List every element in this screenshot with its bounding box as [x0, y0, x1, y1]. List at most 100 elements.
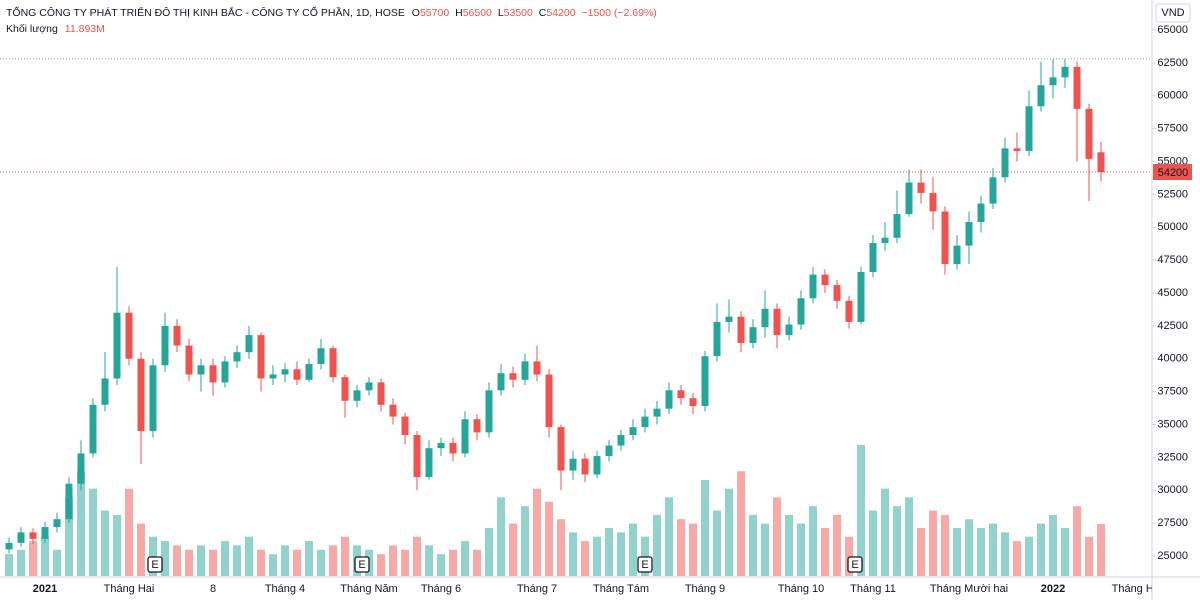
x-tick-label: Tháng 11	[850, 583, 896, 595]
volume-bar	[989, 523, 997, 576]
candle-body	[833, 285, 841, 301]
candle-body	[353, 390, 361, 401]
volume-bar	[797, 523, 805, 576]
volume-bar	[881, 488, 889, 576]
event-marker-box	[147, 556, 163, 573]
candle-body	[137, 358, 145, 432]
y-tick-label: 40000	[1157, 353, 1188, 365]
ohlc-label: L	[498, 7, 504, 19]
candle-body	[185, 345, 193, 375]
volume-bar	[5, 554, 13, 576]
candle-body	[401, 416, 409, 436]
volume-bar	[461, 541, 469, 576]
candle-body	[77, 453, 85, 484]
y-tick-label: 57500	[1157, 123, 1188, 135]
candle-body	[1085, 108, 1093, 159]
candle-body	[1061, 66, 1069, 78]
currency-box[interactable]	[1155, 3, 1191, 23]
x-tick-label: 2021	[33, 583, 57, 595]
volume-bar	[389, 545, 397, 576]
legend-header: TỔNG CÔNG TY PHÁT TRIỂN ĐÔ THỊ KINH BẮC …	[6, 6, 657, 19]
candle-body	[197, 365, 205, 375]
volume-bar	[101, 510, 109, 576]
candle-body	[737, 316, 745, 343]
candle-body	[17, 532, 25, 543]
volume-bar	[905, 497, 913, 576]
candle-body	[977, 203, 985, 222]
volume-bar	[1013, 541, 1021, 576]
candle-body	[377, 382, 385, 405]
candle-body	[545, 374, 553, 428]
volume-bar	[569, 532, 577, 576]
candle-body	[1097, 152, 1105, 173]
x-tick-label: Tháng Năm	[340, 583, 397, 595]
candle-body	[161, 325, 169, 366]
volume-bar	[557, 519, 565, 576]
y-tick-label: 50000	[1157, 221, 1188, 233]
volume-bar	[713, 510, 721, 576]
candle-body	[725, 316, 733, 322]
candle-body	[497, 373, 505, 391]
y-tick-label: 37500	[1157, 386, 1188, 398]
x-tick-label: Tháng Tám	[593, 583, 649, 595]
volume-bar	[629, 523, 637, 576]
volume-bar	[821, 527, 829, 576]
candle-body	[5, 542, 13, 550]
candle-body	[557, 427, 565, 471]
candle-body	[1013, 148, 1021, 151]
candle-body	[233, 352, 241, 362]
volume-bar	[329, 545, 337, 576]
candle-body	[101, 378, 109, 405]
volume-bar	[833, 514, 841, 576]
volume-bar	[701, 479, 709, 576]
volume-bar	[1097, 524, 1105, 576]
volume-bar	[29, 541, 37, 576]
volume-title: Khối lượng	[6, 23, 58, 35]
x-tick-label: Tháng 10	[778, 583, 824, 595]
currency[interactable]: VND	[1161, 7, 1184, 19]
volume-bar	[437, 554, 445, 576]
candle-body	[413, 435, 421, 478]
y-tick-label: 25000	[1157, 550, 1188, 562]
candle-body	[449, 442, 457, 454]
ohlc-label: O	[412, 7, 420, 19]
candle-body	[593, 456, 601, 475]
volume-bar	[161, 541, 169, 576]
volume-bar	[41, 536, 49, 576]
y-tick-label: 35000	[1157, 418, 1188, 430]
event-marker-box	[354, 556, 370, 573]
candle-body	[749, 327, 757, 343]
candle-body	[785, 324, 793, 336]
candle-body	[329, 348, 337, 378]
x-tick-label: Tháng 4	[265, 583, 305, 595]
y-tick-label: 32500	[1157, 451, 1188, 463]
volume-bar	[377, 554, 385, 576]
volume-bar	[449, 549, 457, 576]
volume-bar	[773, 497, 781, 576]
x-tick-label: Tháng Hai	[1112, 583, 1163, 595]
candle-body	[761, 308, 769, 328]
y-tick-label: 27500	[1157, 517, 1188, 529]
candle-body	[341, 377, 349, 401]
candle-body	[641, 416, 649, 428]
y-tick-label: 65000	[1157, 24, 1188, 36]
candle-body	[257, 335, 265, 379]
close-value: 54200	[546, 7, 575, 19]
candle-body	[209, 365, 217, 383]
volume-bar	[305, 541, 313, 576]
volume-bar	[149, 536, 157, 576]
event-marker: E	[641, 559, 648, 571]
volume-bar	[893, 506, 901, 576]
candle-body	[425, 448, 433, 478]
volume-bar	[413, 536, 421, 576]
candle-body	[53, 519, 61, 528]
x-tick-label: 2022	[1041, 583, 1065, 595]
volume-bar	[221, 541, 229, 576]
volume-bar	[545, 501, 553, 576]
volume-bar	[401, 549, 409, 576]
event-marker: E	[851, 559, 858, 571]
volume-bar	[857, 444, 865, 576]
event-marker-box	[847, 556, 863, 573]
x-tick-label: Tháng Hai	[104, 583, 155, 595]
candle-body	[281, 369, 289, 375]
